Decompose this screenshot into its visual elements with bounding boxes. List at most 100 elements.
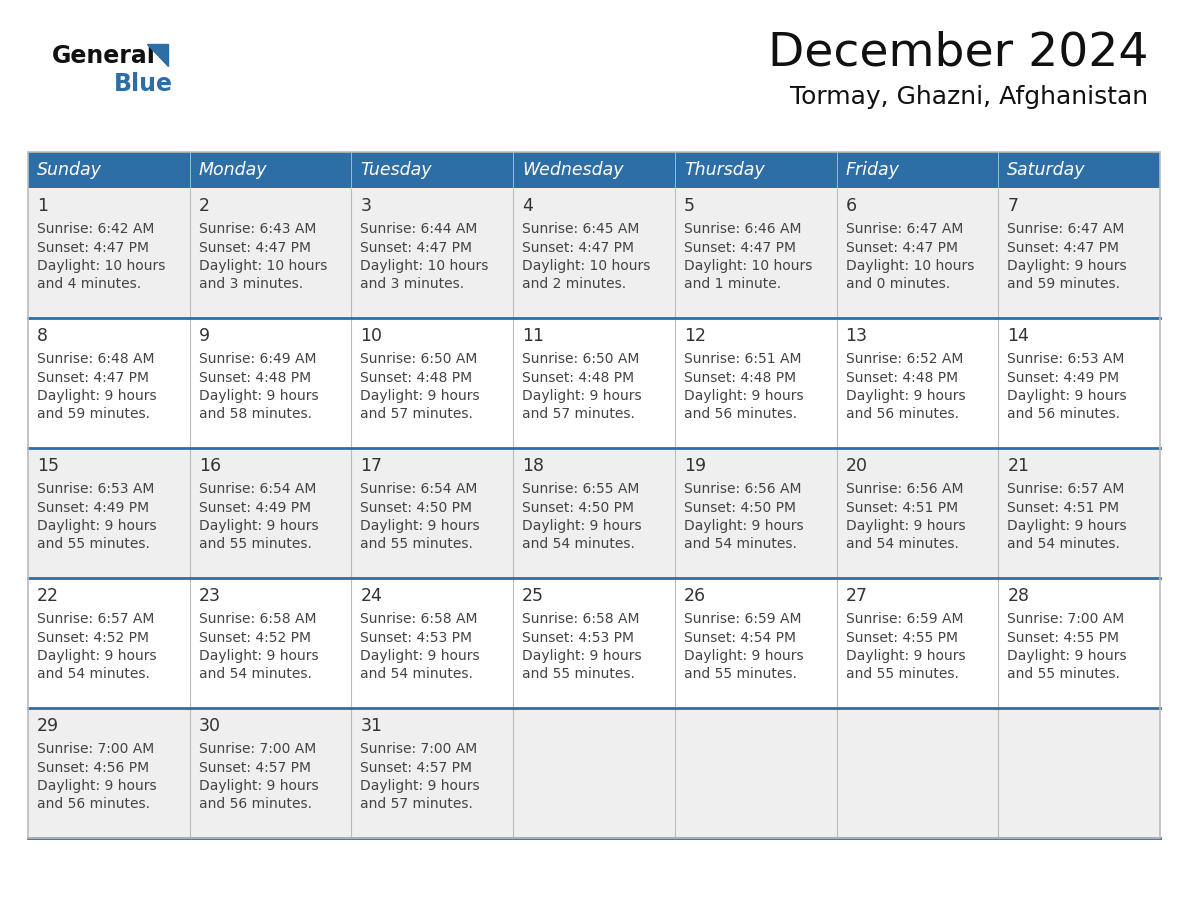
Text: 2: 2 xyxy=(198,197,210,215)
Text: Sunset: 4:47 PM: Sunset: 4:47 PM xyxy=(37,371,148,385)
Text: Sunset: 4:47 PM: Sunset: 4:47 PM xyxy=(360,241,473,254)
Text: Daylight: 9 hours: Daylight: 9 hours xyxy=(1007,259,1127,273)
Text: and 55 minutes.: and 55 minutes. xyxy=(1007,667,1120,681)
Text: and 3 minutes.: and 3 minutes. xyxy=(198,277,303,292)
Text: Sunrise: 6:50 AM: Sunrise: 6:50 AM xyxy=(523,352,639,366)
Text: Sunset: 4:54 PM: Sunset: 4:54 PM xyxy=(684,631,796,644)
Text: and 55 minutes.: and 55 minutes. xyxy=(198,538,311,552)
Text: Daylight: 9 hours: Daylight: 9 hours xyxy=(360,649,480,663)
Text: Sunrise: 6:52 AM: Sunrise: 6:52 AM xyxy=(846,352,963,366)
Text: Daylight: 9 hours: Daylight: 9 hours xyxy=(198,519,318,533)
Text: Daylight: 9 hours: Daylight: 9 hours xyxy=(198,779,318,793)
Text: and 54 minutes.: and 54 minutes. xyxy=(360,667,473,681)
Text: Sunrise: 6:55 AM: Sunrise: 6:55 AM xyxy=(523,482,639,496)
Text: Daylight: 9 hours: Daylight: 9 hours xyxy=(37,389,157,403)
Bar xyxy=(29,188,1159,318)
Text: Tuesday: Tuesday xyxy=(360,161,432,179)
Text: Daylight: 9 hours: Daylight: 9 hours xyxy=(523,649,642,663)
Text: Sunrise: 6:58 AM: Sunrise: 6:58 AM xyxy=(523,612,639,626)
Text: 3: 3 xyxy=(360,197,372,215)
Text: 28: 28 xyxy=(1007,587,1029,605)
Text: and 56 minutes.: and 56 minutes. xyxy=(684,408,797,421)
Text: 6: 6 xyxy=(846,197,857,215)
Text: Sunset: 4:52 PM: Sunset: 4:52 PM xyxy=(37,631,148,644)
Text: Daylight: 9 hours: Daylight: 9 hours xyxy=(360,519,480,533)
Text: Sunrise: 6:57 AM: Sunrise: 6:57 AM xyxy=(1007,482,1125,496)
Text: 31: 31 xyxy=(360,717,383,735)
Text: Sunrise: 6:54 AM: Sunrise: 6:54 AM xyxy=(198,482,316,496)
Text: Sunrise: 6:53 AM: Sunrise: 6:53 AM xyxy=(1007,352,1125,366)
Text: and 59 minutes.: and 59 minutes. xyxy=(1007,277,1120,292)
Text: 4: 4 xyxy=(523,197,533,215)
Text: and 55 minutes.: and 55 minutes. xyxy=(846,667,959,681)
Text: 19: 19 xyxy=(684,457,706,475)
Text: Sunrise: 6:43 AM: Sunrise: 6:43 AM xyxy=(198,222,316,236)
Text: Sunrise: 6:58 AM: Sunrise: 6:58 AM xyxy=(360,612,478,626)
Text: Sunset: 4:50 PM: Sunset: 4:50 PM xyxy=(360,500,473,514)
Text: Daylight: 9 hours: Daylight: 9 hours xyxy=(37,779,157,793)
Text: and 55 minutes.: and 55 minutes. xyxy=(37,538,150,552)
Text: and 54 minutes.: and 54 minutes. xyxy=(684,538,797,552)
Text: 30: 30 xyxy=(198,717,221,735)
Text: Sunrise: 6:42 AM: Sunrise: 6:42 AM xyxy=(37,222,154,236)
Text: Sunset: 4:52 PM: Sunset: 4:52 PM xyxy=(198,631,311,644)
Text: Daylight: 9 hours: Daylight: 9 hours xyxy=(360,779,480,793)
Text: and 58 minutes.: and 58 minutes. xyxy=(198,408,311,421)
Text: 17: 17 xyxy=(360,457,383,475)
Text: Daylight: 9 hours: Daylight: 9 hours xyxy=(1007,649,1127,663)
Text: and 54 minutes.: and 54 minutes. xyxy=(846,538,959,552)
Text: and 56 minutes.: and 56 minutes. xyxy=(37,798,150,812)
Text: Sunset: 4:47 PM: Sunset: 4:47 PM xyxy=(684,241,796,254)
Text: and 54 minutes.: and 54 minutes. xyxy=(37,667,150,681)
Text: 27: 27 xyxy=(846,587,867,605)
Text: 11: 11 xyxy=(523,327,544,345)
Text: Daylight: 9 hours: Daylight: 9 hours xyxy=(198,649,318,663)
Text: Sunset: 4:55 PM: Sunset: 4:55 PM xyxy=(1007,631,1119,644)
Text: Sunset: 4:48 PM: Sunset: 4:48 PM xyxy=(846,371,958,385)
Text: 26: 26 xyxy=(684,587,706,605)
Text: and 2 minutes.: and 2 minutes. xyxy=(523,277,626,292)
Text: and 54 minutes.: and 54 minutes. xyxy=(523,538,636,552)
Bar xyxy=(513,152,675,188)
Text: Sunset: 4:49 PM: Sunset: 4:49 PM xyxy=(37,500,150,514)
Text: Sunrise: 6:50 AM: Sunrise: 6:50 AM xyxy=(360,352,478,366)
Text: 12: 12 xyxy=(684,327,706,345)
Text: Sunset: 4:49 PM: Sunset: 4:49 PM xyxy=(1007,371,1119,385)
Text: Sunset: 4:51 PM: Sunset: 4:51 PM xyxy=(1007,500,1119,514)
Text: Sunset: 4:53 PM: Sunset: 4:53 PM xyxy=(360,631,473,644)
Text: December 2024: December 2024 xyxy=(767,30,1148,75)
Text: and 56 minutes.: and 56 minutes. xyxy=(846,408,959,421)
Text: 7: 7 xyxy=(1007,197,1018,215)
Text: Sunrise: 6:48 AM: Sunrise: 6:48 AM xyxy=(37,352,154,366)
Bar xyxy=(998,152,1159,188)
Text: Daylight: 9 hours: Daylight: 9 hours xyxy=(684,519,803,533)
Text: and 55 minutes.: and 55 minutes. xyxy=(360,538,473,552)
Text: Sunset: 4:57 PM: Sunset: 4:57 PM xyxy=(198,760,311,775)
Text: Sunset: 4:55 PM: Sunset: 4:55 PM xyxy=(846,631,958,644)
Bar xyxy=(190,152,352,188)
Text: 25: 25 xyxy=(523,587,544,605)
Text: Sunset: 4:48 PM: Sunset: 4:48 PM xyxy=(684,371,796,385)
Text: and 57 minutes.: and 57 minutes. xyxy=(360,798,473,812)
Text: 14: 14 xyxy=(1007,327,1029,345)
Text: Sunrise: 7:00 AM: Sunrise: 7:00 AM xyxy=(360,742,478,756)
Text: Daylight: 9 hours: Daylight: 9 hours xyxy=(37,519,157,533)
Text: Sunset: 4:47 PM: Sunset: 4:47 PM xyxy=(37,241,148,254)
Text: 1: 1 xyxy=(37,197,48,215)
Text: Sunrise: 6:54 AM: Sunrise: 6:54 AM xyxy=(360,482,478,496)
Text: Daylight: 10 hours: Daylight: 10 hours xyxy=(684,259,813,273)
Bar xyxy=(29,708,1159,838)
Text: Sunrise: 6:56 AM: Sunrise: 6:56 AM xyxy=(684,482,802,496)
Text: Sunset: 4:48 PM: Sunset: 4:48 PM xyxy=(523,371,634,385)
Text: 15: 15 xyxy=(37,457,59,475)
Text: Thursday: Thursday xyxy=(684,161,765,179)
Text: Daylight: 10 hours: Daylight: 10 hours xyxy=(846,259,974,273)
Text: Sunset: 4:49 PM: Sunset: 4:49 PM xyxy=(198,500,311,514)
Text: General: General xyxy=(52,44,156,68)
Text: and 55 minutes.: and 55 minutes. xyxy=(523,667,636,681)
Text: Sunrise: 6:44 AM: Sunrise: 6:44 AM xyxy=(360,222,478,236)
Text: and 56 minutes.: and 56 minutes. xyxy=(1007,408,1120,421)
Text: Sunrise: 7:00 AM: Sunrise: 7:00 AM xyxy=(198,742,316,756)
Text: Sunrise: 6:59 AM: Sunrise: 6:59 AM xyxy=(846,612,963,626)
Text: and 1 minute.: and 1 minute. xyxy=(684,277,781,292)
